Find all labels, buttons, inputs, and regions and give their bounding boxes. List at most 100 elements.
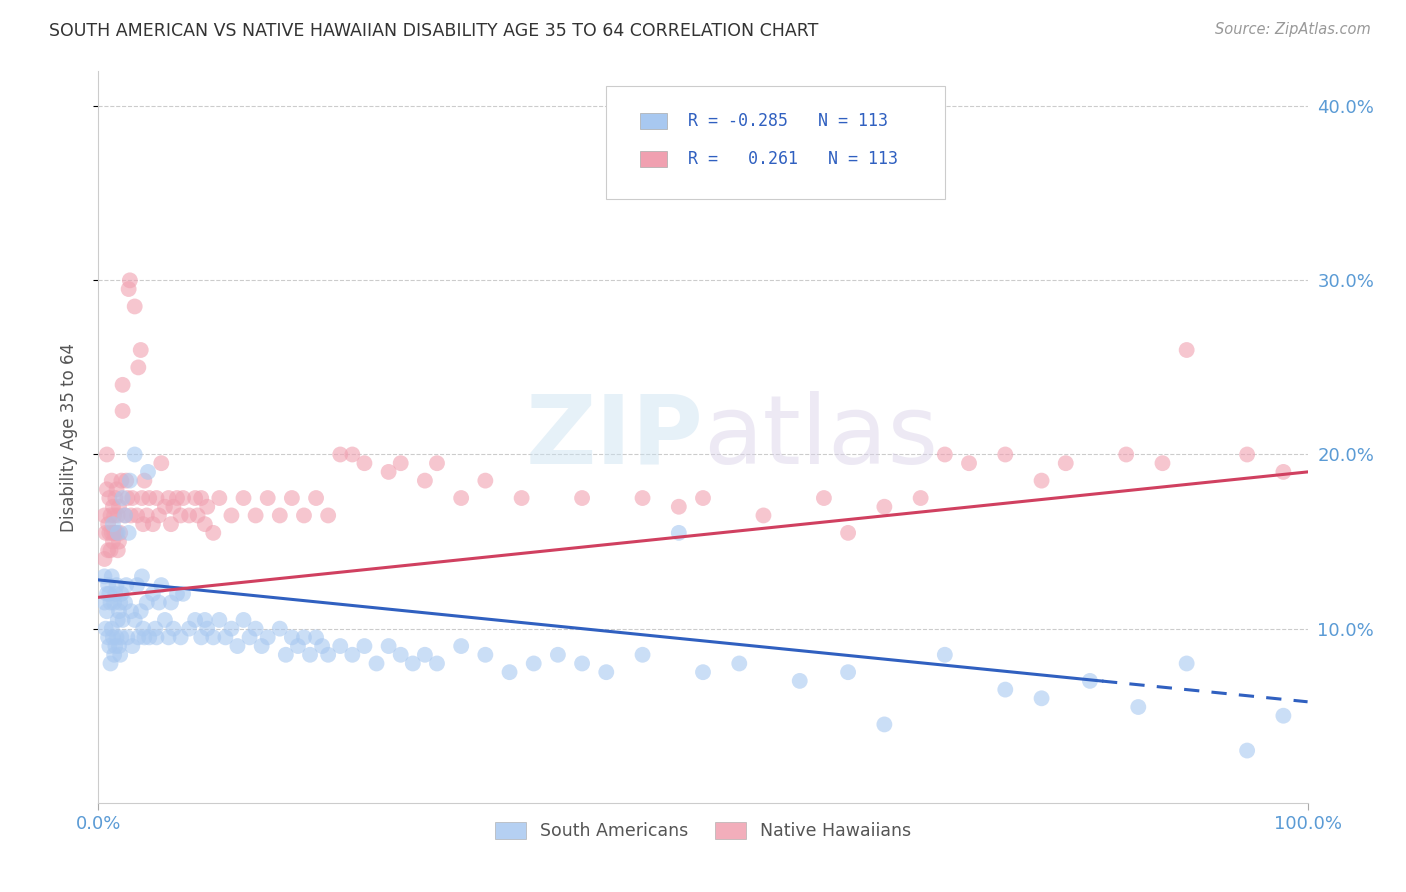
Point — [426, 456, 449, 470]
Point — [934, 648, 956, 662]
Point — [108, 500, 131, 514]
Point — [342, 448, 364, 462]
Point — [93, 552, 115, 566]
Point — [184, 613, 207, 627]
Point — [96, 483, 118, 497]
Point — [104, 639, 127, 653]
Point — [101, 517, 124, 532]
Point — [910, 491, 932, 505]
Point — [1128, 700, 1150, 714]
Point — [108, 534, 131, 549]
Point — [157, 631, 180, 645]
Point — [172, 491, 194, 505]
Text: ZIP: ZIP — [524, 391, 703, 483]
Point — [160, 595, 183, 609]
Point — [187, 508, 209, 523]
Point — [1078, 673, 1101, 688]
Point — [450, 639, 472, 653]
Point — [153, 500, 176, 514]
Point — [595, 665, 617, 680]
Point — [153, 613, 176, 627]
Point — [127, 578, 149, 592]
Point — [311, 639, 333, 653]
Point — [316, 508, 339, 523]
Point — [138, 631, 160, 645]
Point — [105, 631, 128, 645]
Point — [97, 631, 120, 645]
Point — [105, 578, 128, 592]
Point — [98, 639, 121, 653]
FancyBboxPatch shape — [606, 86, 945, 200]
Point — [96, 448, 118, 462]
Point — [245, 508, 267, 523]
Point — [413, 474, 436, 488]
Point — [157, 491, 180, 505]
Point — [195, 500, 218, 514]
Point — [389, 456, 412, 470]
Point — [221, 508, 243, 523]
Point — [104, 525, 127, 540]
Point — [100, 543, 122, 558]
Point — [498, 665, 520, 680]
Point — [957, 456, 980, 470]
Point — [353, 639, 375, 653]
Point — [571, 657, 593, 671]
Point — [166, 491, 188, 505]
Text: atlas: atlas — [703, 391, 938, 483]
Point — [837, 665, 859, 680]
Point — [118, 282, 141, 296]
Point — [97, 517, 120, 532]
Point — [239, 631, 262, 645]
Point — [994, 448, 1017, 462]
Point — [103, 508, 125, 523]
Point — [752, 508, 775, 523]
Point — [114, 508, 136, 523]
Legend: South Americans, Native Hawaiians: South Americans, Native Hawaiians — [486, 813, 920, 849]
Point — [145, 631, 167, 645]
Point — [1175, 657, 1198, 671]
Point — [523, 657, 546, 671]
Point — [100, 525, 122, 540]
Point — [194, 517, 217, 532]
Point — [115, 474, 138, 488]
Point — [274, 648, 297, 662]
Point — [195, 622, 218, 636]
Point — [134, 631, 156, 645]
Point — [100, 622, 122, 636]
Point — [631, 491, 654, 505]
Point — [115, 578, 138, 592]
Point — [111, 613, 134, 627]
Point — [299, 648, 322, 662]
Point — [98, 587, 121, 601]
Point — [117, 631, 139, 645]
Point — [121, 639, 143, 653]
Point — [105, 525, 128, 540]
Point — [194, 613, 217, 627]
Point — [232, 613, 254, 627]
Point — [118, 474, 141, 488]
Y-axis label: Disability Age 35 to 64: Disability Age 35 to 64 — [59, 343, 77, 532]
Point — [426, 657, 449, 671]
Point — [129, 343, 152, 357]
Point — [127, 508, 149, 523]
Point — [127, 631, 149, 645]
Point — [179, 622, 201, 636]
Point — [1236, 448, 1258, 462]
Point — [142, 587, 165, 601]
Point — [110, 631, 132, 645]
Point — [190, 491, 212, 505]
Point — [107, 525, 129, 540]
Point — [108, 639, 131, 653]
Point — [114, 508, 136, 523]
Point — [1115, 448, 1137, 462]
Point — [97, 578, 120, 592]
Point — [98, 491, 121, 505]
Point — [94, 525, 117, 540]
Point — [214, 631, 236, 645]
Point — [131, 569, 153, 583]
Point — [117, 491, 139, 505]
Point — [104, 491, 127, 505]
Point — [124, 448, 146, 462]
Text: SOUTH AMERICAN VS NATIVE HAWAIIAN DISABILITY AGE 35 TO 64 CORRELATION CHART: SOUTH AMERICAN VS NATIVE HAWAIIAN DISABI… — [49, 22, 818, 40]
Point — [510, 491, 533, 505]
